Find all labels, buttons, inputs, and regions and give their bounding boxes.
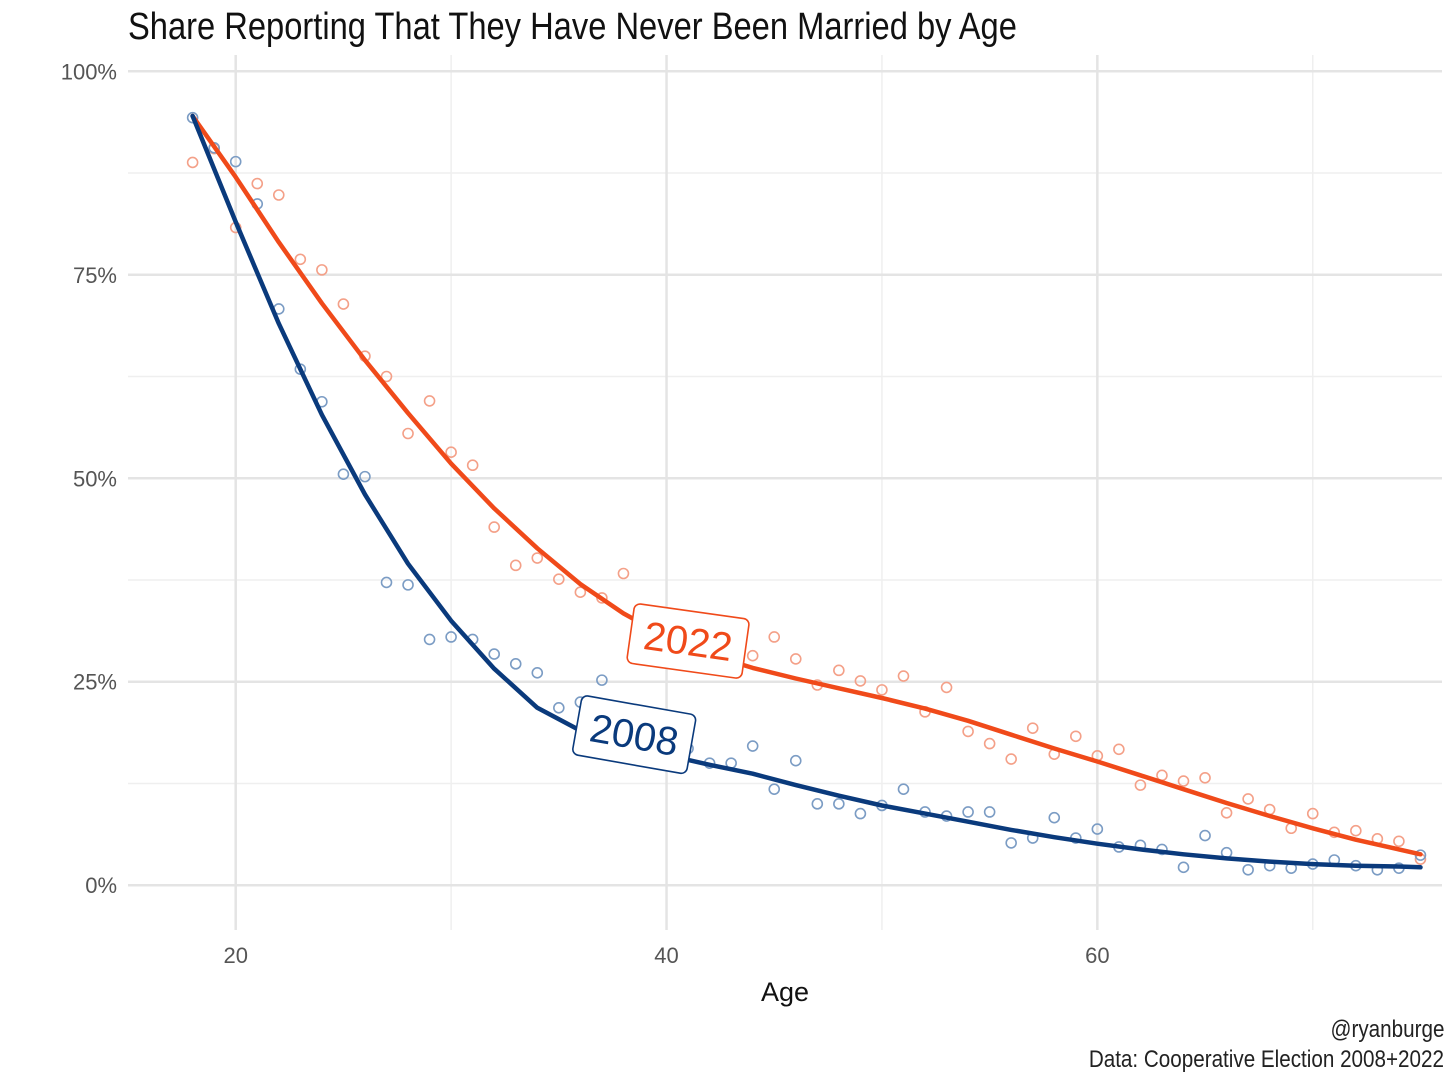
series-label-box	[572, 695, 697, 775]
data-point-2022	[1393, 835, 1405, 848]
data-point-2022	[445, 446, 457, 459]
data-point-2022	[1070, 730, 1082, 743]
data-point-2022	[574, 586, 587, 599]
data-point-2008	[746, 740, 759, 752]
data-point-2008	[488, 648, 500, 660]
data-point-2022	[1005, 753, 1017, 765]
data-point-2022	[553, 573, 565, 585]
y-tick-label: 0%	[85, 873, 117, 898]
data-point-2008	[1005, 837, 1017, 849]
data-point-2022	[1220, 806, 1233, 819]
data-point-2008	[1242, 863, 1254, 876]
data-point-2008	[596, 674, 608, 686]
data-point-2022	[983, 737, 996, 750]
data-point-2008	[768, 783, 781, 795]
data-point-2022	[940, 681, 953, 694]
data-point-2022	[316, 264, 328, 276]
data-point-2022	[186, 156, 199, 169]
data-point-2008	[402, 579, 414, 591]
data-point-2008	[962, 806, 974, 818]
data-point-2022	[833, 664, 845, 677]
fit-line-2008	[190, 113, 1423, 870]
data-point-2022	[746, 649, 759, 662]
x-tick-label: 20	[223, 943, 247, 968]
series-label-2022: 2022	[626, 603, 750, 679]
x-tick-label: 60	[1085, 943, 1109, 968]
data-point-2022	[402, 427, 414, 440]
data-point-2022	[617, 567, 630, 580]
data-point-2008	[1091, 823, 1104, 835]
data-point-2022	[876, 684, 888, 696]
data-point-2022	[380, 370, 393, 383]
data-point-2022	[466, 459, 479, 472]
data-point-2022	[1306, 807, 1319, 820]
data-point-2008	[1177, 861, 1190, 874]
data-point-2022	[1177, 775, 1190, 787]
data-point-2008	[553, 701, 565, 714]
data-point-2022	[789, 653, 802, 665]
data-point-2022	[1350, 824, 1362, 837]
data-point-2022	[1026, 722, 1039, 734]
y-tick-label: 100%	[61, 59, 117, 84]
data-point-2008	[789, 754, 802, 767]
data-point-2008	[983, 806, 996, 818]
data-point-2008	[337, 468, 350, 480]
data-point-2022	[1134, 779, 1147, 791]
data-point-2008	[1199, 829, 1211, 842]
data-point-2022	[1113, 743, 1125, 756]
data-point-2022	[423, 395, 436, 407]
data-point-2022	[272, 189, 285, 201]
chart-title: Share Reporting That They Have Never Bee…	[128, 6, 1017, 48]
series-label-box	[626, 603, 750, 679]
data-point-2008	[1048, 811, 1061, 824]
y-tick-label: 50%	[73, 466, 117, 491]
data-point-2008	[380, 576, 393, 589]
data-point-2008	[833, 798, 845, 810]
y-tick-label: 25%	[73, 670, 117, 695]
data-point-2022	[294, 253, 307, 266]
series-label-2008: 2008	[572, 695, 697, 775]
data-point-2008	[445, 631, 457, 643]
data-point-2008	[229, 155, 242, 168]
data-point-2008	[359, 470, 371, 483]
data-point-2008	[854, 807, 867, 820]
data-point-2022	[1242, 793, 1254, 805]
data-point-2022	[854, 675, 867, 687]
x-tick-label: 40	[654, 943, 678, 968]
data-point-2008	[897, 783, 910, 795]
data-point-2022	[768, 631, 781, 643]
y-tick-label: 75%	[73, 263, 117, 288]
data-point-2022	[531, 552, 544, 564]
fit-line-2022	[190, 113, 1423, 857]
data-point-2008	[186, 111, 199, 124]
data-point-2022	[897, 670, 910, 682]
data-point-2008	[423, 633, 436, 646]
data-point-2022	[509, 559, 522, 572]
data-point-2022	[488, 521, 500, 533]
data-point-2022	[251, 177, 264, 190]
data-point-2008	[509, 658, 522, 670]
caption-handle: @ryanburge	[1330, 1016, 1444, 1043]
data-point-2022	[1199, 771, 1211, 784]
caption-source: Data: Cooperative Election 2008+2022	[1088, 1046, 1444, 1073]
data-point-2008	[811, 798, 824, 810]
data-point-2022	[962, 725, 974, 738]
data-point-2022	[337, 298, 350, 310]
x-axis-title: Age	[761, 977, 809, 1007]
data-point-2008	[531, 666, 544, 679]
